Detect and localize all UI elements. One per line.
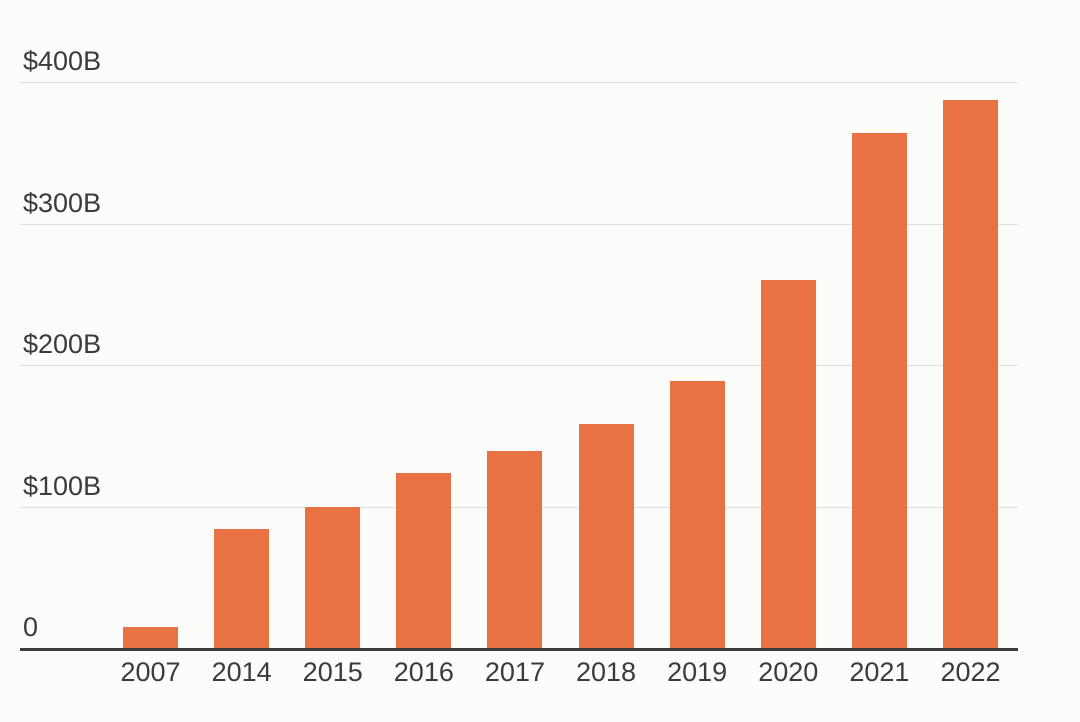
bar-2022 (942, 100, 998, 648)
bar-2017 (487, 451, 543, 648)
y-axis-label-400: $400B (23, 46, 102, 76)
x-axis-label-2019: 2019 (667, 657, 728, 687)
bar-2015 (305, 506, 361, 648)
bar-2018 (578, 424, 634, 648)
x-axis-line (20, 648, 1018, 651)
x-axis-label-2014: 2014 (211, 657, 272, 687)
bar-2020 (760, 280, 816, 648)
y-axis-label-200: $200B (23, 329, 102, 359)
x-axis-label-2017: 2017 (484, 657, 545, 687)
gridline-200 (20, 365, 1018, 366)
bar-2021 (851, 132, 907, 648)
x-axis-label-2016: 2016 (393, 657, 454, 687)
bar-2014 (214, 529, 270, 648)
y-axis-label-0: 0 (23, 612, 39, 642)
x-axis-label-2020: 2020 (758, 657, 819, 687)
x-axis-label-2015: 2015 (302, 657, 363, 687)
y-axis-label-100: $100B (23, 470, 102, 501)
x-axis-label-2021: 2021 (849, 657, 910, 687)
x-axis-label-2018: 2018 (576, 657, 637, 687)
bar-2019 (669, 380, 725, 648)
bar-2007 (123, 626, 178, 648)
gridline-400 (20, 82, 1018, 83)
bar-2016 (396, 472, 452, 648)
gridline-300 (20, 223, 1018, 225)
x-axis-label-2007: 2007 (120, 657, 181, 687)
y-axis-label-300: $300B (23, 187, 102, 218)
x-axis-label-2022: 2022 (940, 657, 1001, 687)
